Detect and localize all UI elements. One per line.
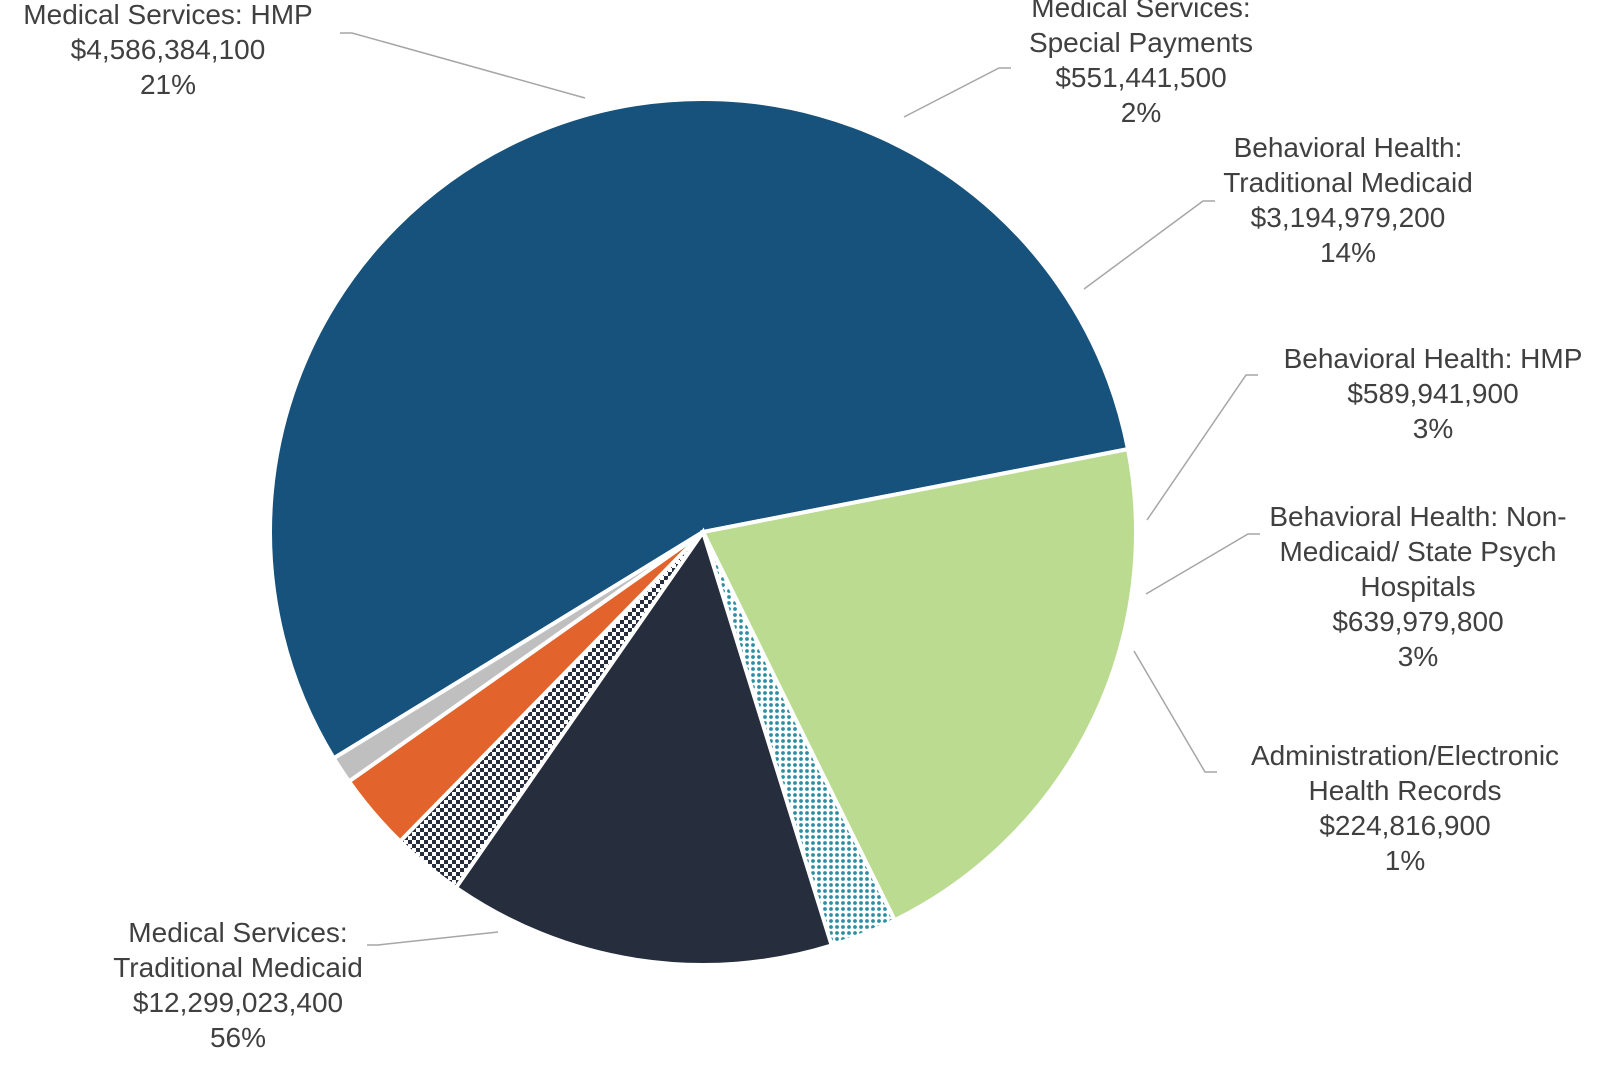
slice-value: $551,441,500 — [1055, 62, 1226, 93]
slice-percent: 56% — [210, 1022, 266, 1053]
leader-line-bh-traditional-medicaid — [1083, 200, 1215, 290]
slice-name-line: Behavioral Health: HMP — [1284, 343, 1583, 374]
pie-slice-ms-traditional-medicaid — [268, 97, 1131, 761]
leader-line-admin-ehr — [1133, 650, 1217, 773]
slice-name-line: Medicaid/ State Psych — [1279, 536, 1556, 567]
slice-percent: 1% — [1385, 845, 1425, 876]
slice-name-line: Health Records — [1309, 775, 1502, 806]
slice-name-line: Behavioral Health: Non- — [1269, 501, 1566, 532]
slice-value: $4,586,384,100 — [71, 34, 266, 65]
slice-percent: 2% — [1121, 97, 1161, 128]
slice-name-line: Special Payments — [1029, 27, 1253, 58]
slice-value: $12,299,023,400 — [133, 987, 343, 1018]
data-label-ms-traditional-medicaid: Medical Services: Traditional Medicaid $12… — [113, 917, 363, 1053]
slice-percent: 14% — [1320, 237, 1376, 268]
slice-value: $639,979,800 — [1332, 606, 1503, 637]
slice-name-line: Medical Services: — [128, 917, 347, 948]
data-label-ms-special-payments: Medical Services: Special Payments $551,44… — [1029, 0, 1253, 128]
leader-line-ms-traditional-medicaid — [367, 931, 499, 946]
data-label-admin-ehr: Administration/Electronic Health Records $… — [1251, 740, 1559, 876]
data-label-bh-traditional-medicaid: Behavioral Health: Traditional Medicaid $3… — [1223, 132, 1473, 268]
data-label-bh-hmp: Behavioral Health: HMP $589,941,900 3% — [1284, 343, 1583, 444]
slice-name-line: Hospitals — [1360, 571, 1475, 602]
slice-name-line: Administration/Electronic — [1251, 740, 1559, 771]
data-label-bh-non-medicaid: Behavioral Health: Non- Medicaid/ State P… — [1269, 501, 1566, 672]
pie-slice-admin-ehr — [331, 530, 705, 785]
slice-value: $589,941,900 — [1347, 378, 1518, 409]
slice-name-line: Medical Services: HMP — [23, 0, 312, 30]
slice-name-line: Behavioral Health: — [1234, 132, 1463, 163]
pie-slice-ms-hmp — [700, 446, 1138, 923]
slice-name-line: Medical Services: — [1031, 0, 1250, 23]
slice-percent: 3% — [1413, 413, 1453, 444]
slice-percent: 3% — [1398, 641, 1438, 672]
leader-line-ms-hmp — [340, 32, 586, 99]
data-label-ms-hmp: Medical Services: HMP $4,586,384,100 21% — [23, 0, 312, 100]
leader-line-ms-special-payments — [903, 67, 1011, 118]
slice-name-line: Traditional Medicaid — [1223, 167, 1473, 198]
leader-line-bh-hmp — [1146, 374, 1258, 521]
pie-slice-bh-traditional-medicaid — [453, 527, 835, 967]
leader-line-bh-non-medicaid — [1145, 533, 1260, 595]
slice-percent: 21% — [140, 69, 196, 100]
slice-name-line: Traditional Medicaid — [113, 952, 363, 983]
slice-value: $3,194,979,200 — [1251, 202, 1446, 233]
slice-value: $224,816,900 — [1319, 810, 1490, 841]
